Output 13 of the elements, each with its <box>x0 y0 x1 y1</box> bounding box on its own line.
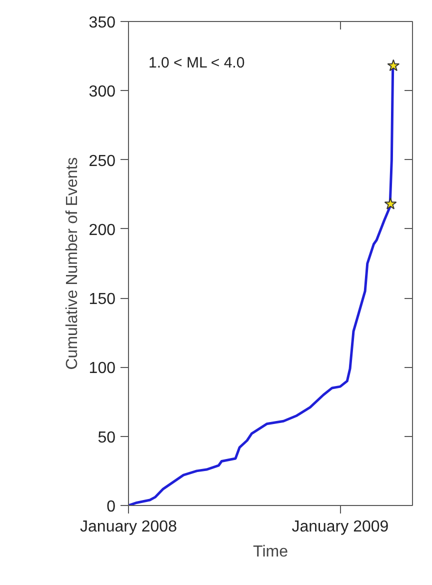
y-tick-label: 0 <box>106 498 116 516</box>
x-tick-label: January 2009 <box>292 518 389 536</box>
y-axis-title: Cumulative Number of Events <box>64 157 81 370</box>
y-tick-label: 100 <box>88 360 116 378</box>
annotation: 1.0 < ML < 4.0 <box>148 54 245 72</box>
x-tick-label: January 2008 <box>80 518 178 536</box>
y-tick-label: 300 <box>88 84 116 101</box>
y-tick-label: 150 <box>88 291 116 308</box>
y-tick-label: 50 <box>98 429 116 446</box>
y-tick-label: 250 <box>88 152 116 170</box>
y-tick-label: 200 <box>88 222 116 239</box>
y-tick-label: 350 <box>88 14 116 32</box>
x-axis-title: Time <box>253 544 288 560</box>
